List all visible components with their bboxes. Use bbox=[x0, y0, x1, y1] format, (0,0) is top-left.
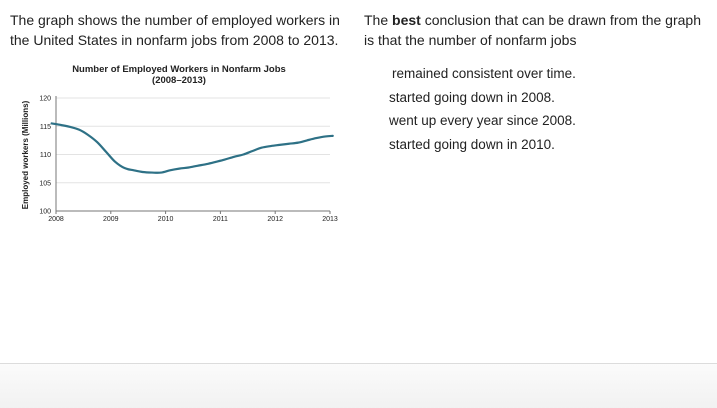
choice-label: remained consistent over time. bbox=[392, 66, 576, 81]
question-prefix: The bbox=[364, 12, 393, 28]
choice-label: started going down in 2010. bbox=[389, 136, 555, 152]
radio-circle-icon[interactable] bbox=[372, 68, 385, 81]
x-tick-label: 2010 bbox=[158, 216, 174, 223]
y-axis-label: Employed workers (Millions) bbox=[21, 100, 30, 209]
chart-subtitle: (2008–2013) bbox=[152, 75, 206, 86]
line-chart: Number of Employed Workers in Nonfarm Jo… bbox=[18, 58, 348, 228]
y-tick-label: 120 bbox=[39, 96, 51, 103]
series-layer bbox=[50, 122, 334, 174]
y-tick-label: 105 bbox=[39, 180, 51, 187]
y-tick-label: 115 bbox=[40, 124, 51, 131]
axis-layer bbox=[55, 96, 331, 214]
answer-choice-c[interactable]: went up every year since 2008. bbox=[364, 109, 714, 133]
choice-label: started going down in 2008. bbox=[389, 89, 555, 105]
stem-panel: The graph shows the number of employed w… bbox=[10, 10, 345, 50]
question-suffix: conclusion that can be drawn from the gr… bbox=[364, 12, 701, 48]
tick-labels: 100 105 110 115 120 2008 2009 2010 2011 2012 2013 bbox=[39, 96, 338, 224]
chart-title: Number of Employed Workers in Nonfarm Jo… bbox=[72, 64, 286, 75]
y-tick-label: 110 bbox=[40, 152, 51, 159]
y-tick-label: 100 bbox=[39, 209, 51, 216]
question-prompt: The best conclusion that can be drawn fr… bbox=[364, 10, 714, 50]
radio-circle-icon[interactable] bbox=[372, 92, 385, 105]
x-tick-label: 2012 bbox=[267, 216, 283, 223]
grid-layer bbox=[56, 97, 330, 184]
answer-choices: remained consistent over time. started g… bbox=[364, 62, 714, 156]
x-tick-label: 2011 bbox=[213, 216, 228, 223]
question-bold: best bbox=[392, 12, 421, 28]
x-tick-label: 2013 bbox=[322, 216, 338, 223]
question-stem: The graph shows the number of employed w… bbox=[10, 12, 340, 48]
question-panel: The best conclusion that can be drawn fr… bbox=[364, 10, 714, 172]
chart-svg: Number of Employed Workers in Nonfarm Jo… bbox=[21, 64, 338, 224]
choice-label: went up every year since 2008. bbox=[389, 113, 576, 128]
answer-choice-b[interactable]: started going down in 2008. bbox=[364, 86, 714, 110]
radio-circle-icon[interactable] bbox=[372, 115, 385, 128]
series-line bbox=[50, 122, 334, 174]
footer-bar bbox=[0, 363, 717, 408]
x-tick-label: 2009 bbox=[103, 216, 119, 223]
answer-choice-d[interactable]: started going down in 2010. bbox=[364, 133, 714, 157]
x-tick-label: 2008 bbox=[48, 216, 64, 223]
answer-choice-a[interactable]: remained consistent over time. bbox=[364, 62, 714, 86]
radio-circle-icon[interactable] bbox=[372, 139, 385, 152]
